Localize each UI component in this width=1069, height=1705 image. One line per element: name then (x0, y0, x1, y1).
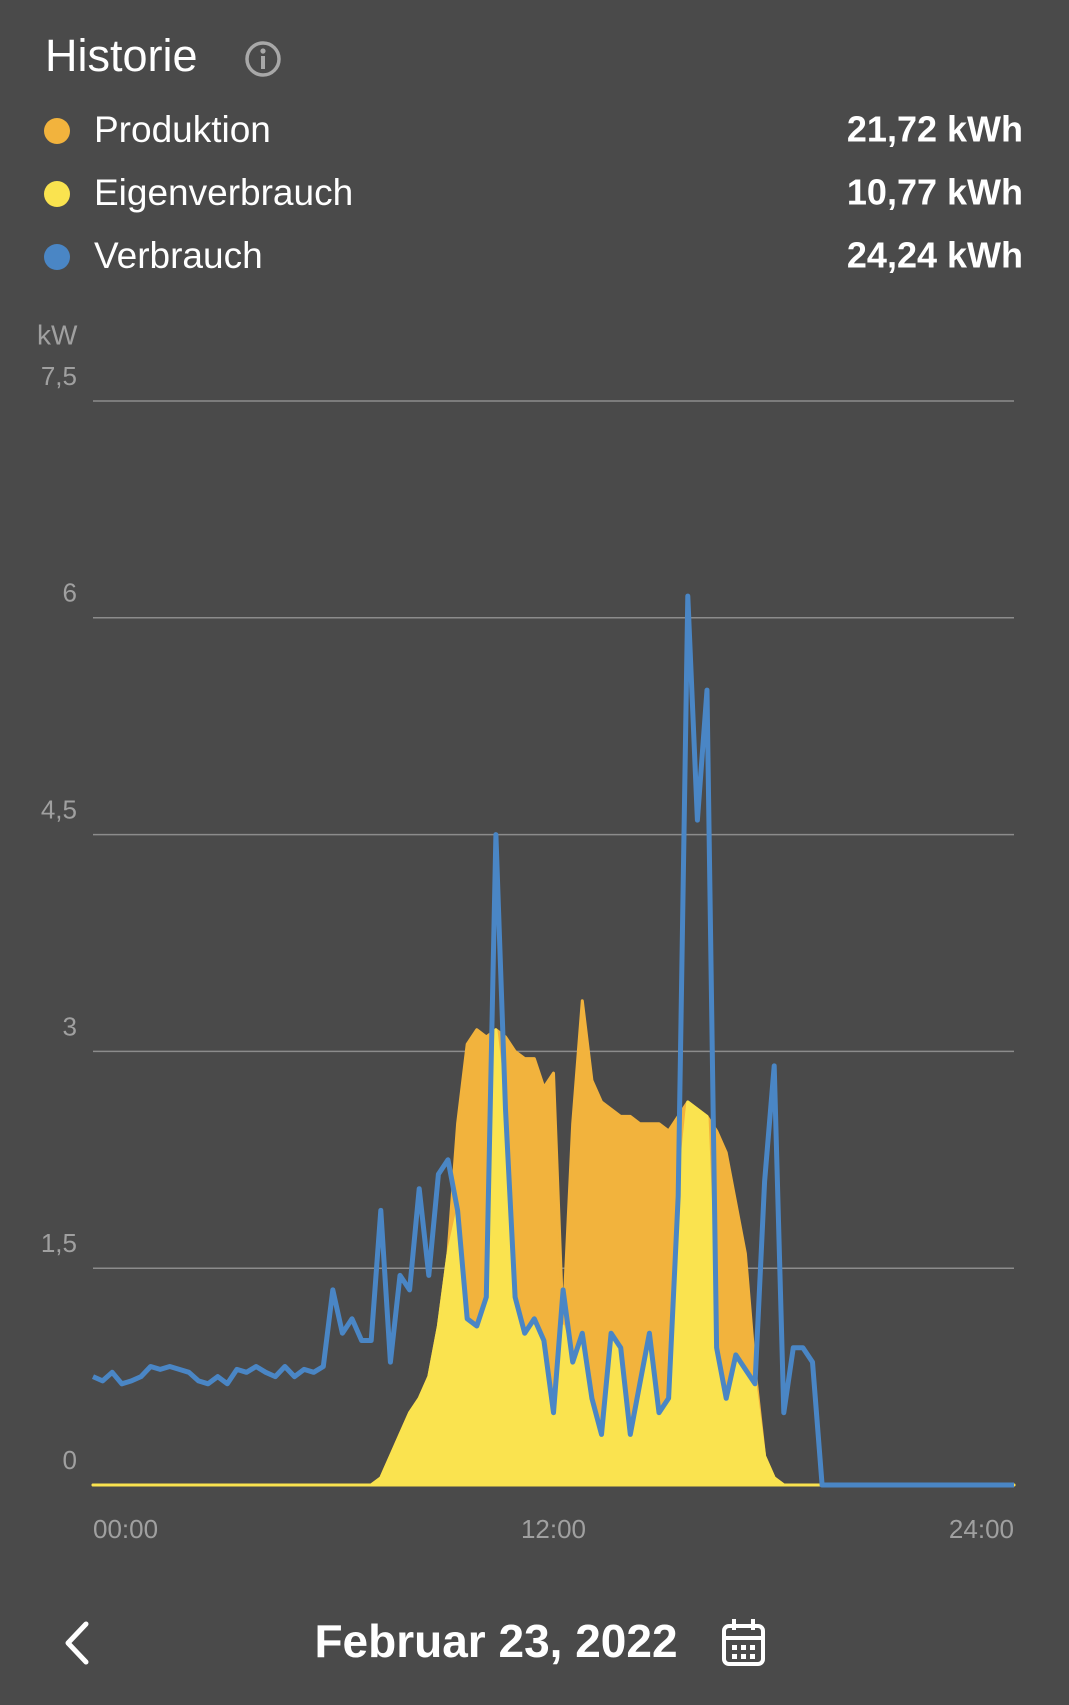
x-tick-label: 00:00 (93, 1514, 158, 1544)
y-tick-label: 6 (63, 578, 77, 608)
title: Historie (45, 30, 198, 81)
legend-total: 24,24 kWh (847, 235, 1023, 276)
y-tick-label: 1,5 (41, 1228, 77, 1258)
legend-dot (44, 244, 70, 270)
y-tick-label: 3 (63, 1011, 77, 1041)
y-tick-label: 7,5 (41, 361, 77, 391)
legend-dot (44, 181, 70, 207)
x-tick-label: 24:00 (949, 1514, 1014, 1544)
legend-total: 10,77 kWh (847, 172, 1023, 213)
date[interactable]: Februar 23, 2022 (314, 1615, 677, 1667)
calendar-icon[interactable] (722, 1619, 765, 1666)
legend: Produktion 21,72 kWh Eigenverbrauch 10,77 k… (44, 109, 1023, 276)
legend-label: Produktion (94, 109, 271, 150)
legend-label: Eigenverbrauch (94, 172, 353, 213)
y-tick-label: 4,5 (41, 794, 77, 824)
line (91, 593, 1014, 1488)
back-button[interactable] (65, 1621, 89, 1665)
legend-label: Verbrauch (94, 235, 263, 276)
y-axis-unit: kW (37, 319, 78, 350)
x-tick-label: 12:00 (521, 1514, 586, 1544)
info-icon[interactable] (245, 41, 281, 77)
plot: kW 0 1,5 3 4,5 6 7,5 00:00 12:00 24:00 (37, 319, 1016, 1544)
y-tick-label: 0 (63, 1445, 77, 1475)
legend-dot (44, 118, 70, 144)
legend-total: 21,72 kWh (847, 109, 1023, 150)
